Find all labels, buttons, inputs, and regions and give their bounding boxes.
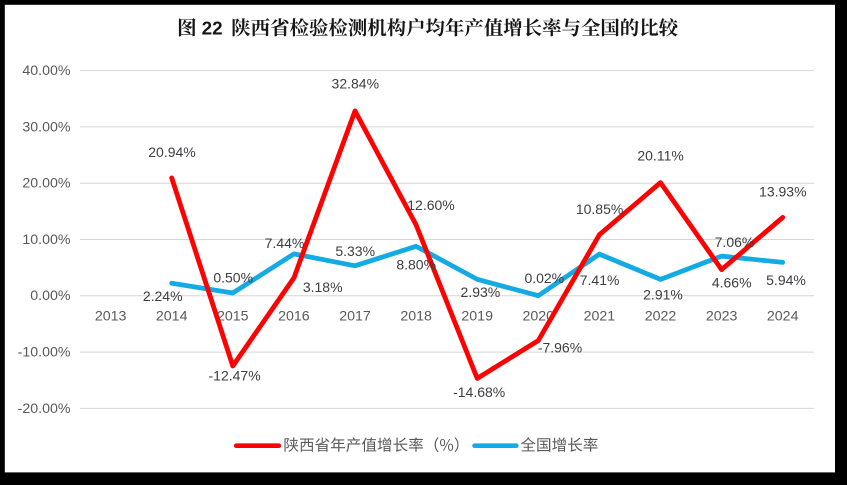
svg-text:2018: 2018 xyxy=(400,308,432,324)
svg-text:30.00%: 30.00% xyxy=(22,119,71,135)
svg-text:7.44%: 7.44% xyxy=(265,235,305,251)
svg-text:-14.68%: -14.68% xyxy=(453,384,505,400)
svg-text:40.00%: 40.00% xyxy=(22,63,71,79)
svg-text:2022: 2022 xyxy=(645,308,677,324)
svg-text:32.84%: 32.84% xyxy=(332,76,379,92)
svg-text:-10.00%: -10.00% xyxy=(18,345,71,361)
svg-text:13.93%: 13.93% xyxy=(759,183,806,199)
svg-text:2.91%: 2.91% xyxy=(643,286,683,302)
svg-text:2014: 2014 xyxy=(156,308,188,324)
svg-text:20.00%: 20.00% xyxy=(22,176,71,192)
svg-text:3.18%: 3.18% xyxy=(303,279,343,295)
svg-text:0.50%: 0.50% xyxy=(213,270,253,286)
svg-text:4.66%: 4.66% xyxy=(712,275,752,291)
svg-text:20.11%: 20.11% xyxy=(637,148,683,164)
svg-text:2017: 2017 xyxy=(339,308,371,324)
svg-text:2019: 2019 xyxy=(461,308,493,324)
svg-text:12.60%: 12.60% xyxy=(407,197,454,213)
svg-text:2.93%: 2.93% xyxy=(461,284,501,300)
svg-text:7.41%: 7.41% xyxy=(580,272,620,288)
svg-text:2023: 2023 xyxy=(706,308,738,324)
svg-text:5.33%: 5.33% xyxy=(335,243,375,259)
svg-text:2021: 2021 xyxy=(584,308,616,324)
svg-text:0.00%: 0.00% xyxy=(30,288,71,304)
svg-text:22: 22 xyxy=(202,19,223,40)
svg-text:2020: 2020 xyxy=(523,308,555,324)
svg-text:2015: 2015 xyxy=(217,308,249,324)
svg-text:20.94%: 20.94% xyxy=(148,144,195,160)
svg-text:2024: 2024 xyxy=(767,308,799,324)
svg-text:2016: 2016 xyxy=(278,308,310,324)
svg-text:-7.96%: -7.96% xyxy=(538,339,582,355)
svg-text:-12.47%: -12.47% xyxy=(209,367,261,383)
svg-text:2013: 2013 xyxy=(95,308,127,324)
svg-text:-20.00%: -20.00% xyxy=(18,401,71,417)
svg-text:5.94%: 5.94% xyxy=(766,272,806,288)
svg-text:10.00%: 10.00% xyxy=(22,232,71,248)
svg-text:2.24%: 2.24% xyxy=(143,288,183,304)
svg-text:0.02%: 0.02% xyxy=(524,270,564,286)
svg-text:10.85%: 10.85% xyxy=(576,201,623,217)
svg-text:7.06%: 7.06% xyxy=(715,234,755,250)
svg-text:8.80%: 8.80% xyxy=(396,257,436,273)
